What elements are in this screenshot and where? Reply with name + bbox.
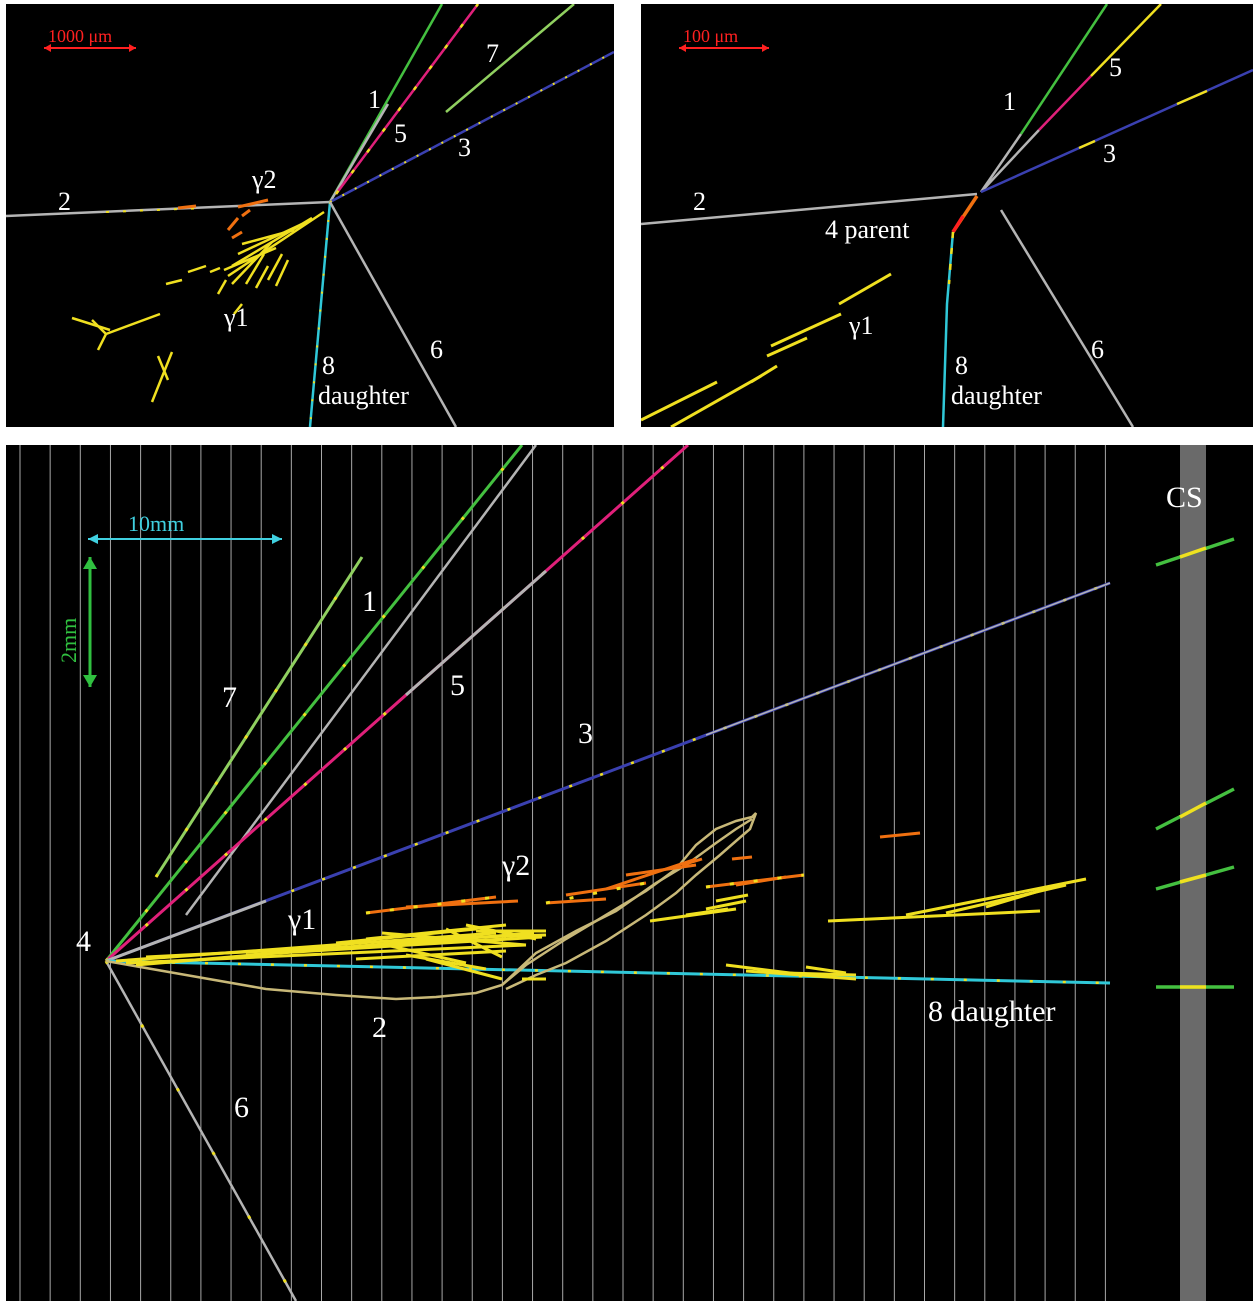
top-right-panel: 100 μm 1 5 3 2 4 parent (641, 4, 1253, 427)
label-track-5: 5 (394, 119, 407, 148)
label-track-2: 2 (58, 187, 71, 216)
scale-label: 100 μm (683, 26, 738, 46)
track-5 (1038, 75, 1092, 131)
track-2 (6, 200, 331, 218)
top-left-canvas: 1000 μm (6, 4, 614, 427)
track-8-yellow (105, 959, 1111, 985)
label-gamma-2: γ2 (251, 165, 277, 194)
label-gamma-1: γ1 (287, 903, 316, 936)
track-3-yellow-b (1176, 89, 1208, 106)
track-8-yellow (309, 201, 331, 427)
bottom-panel: 10mm 2mm (6, 445, 1253, 1301)
track-3-yellow (329, 51, 614, 203)
track-3 (980, 68, 1253, 194)
track-3-grey (105, 899, 267, 963)
label-gamma-1: γ1 (848, 311, 874, 340)
label-track-3: 3 (458, 133, 471, 162)
label-gamma-2: γ2 (501, 849, 530, 882)
scale-bar-100um: 100 μm (679, 26, 769, 52)
track-2 (105, 812, 758, 1001)
gamma2-shower (365, 831, 921, 915)
label-track-5: 5 (1109, 53, 1122, 82)
label-4-parent: 4 parent (825, 215, 910, 244)
bottom-canvas: 10mm 2mm (19, 445, 1235, 1301)
label-track-7: 7 (486, 39, 499, 68)
label-track-3: 3 (578, 717, 593, 750)
track-5-yellow (1090, 4, 1162, 77)
track-5-grey (980, 129, 1040, 193)
label-track-2: 2 (372, 1011, 387, 1044)
track-3-yellow-a (1078, 139, 1096, 150)
track-5 (334, 4, 480, 195)
track-4-parent-red (951, 215, 965, 233)
label-track-3: 3 (1103, 139, 1116, 168)
top-right-canvas: 100 μm 1 5 3 2 4 parent (641, 4, 1253, 427)
label-track-1: 1 (368, 85, 381, 114)
label-track-1: 1 (1003, 87, 1016, 116)
top-left-panel: 1000 μm (6, 4, 614, 427)
label-cs: CS (1166, 481, 1203, 514)
gamma2-shower (177, 198, 269, 240)
track-7 (154, 556, 364, 878)
gamma2-yellow-dots (365, 873, 805, 915)
track-8-daughter (941, 231, 955, 427)
label-track-7: 7 (222, 681, 237, 714)
track-6 (328, 201, 458, 427)
label-track-2: 2 (693, 187, 706, 216)
emulsion-plate-gridlines (19, 445, 1106, 1301)
gamma1-shower (71, 210, 325, 403)
track-1-grey (328, 103, 390, 203)
label-track-8: 8 (322, 351, 335, 380)
scale-y-label: 2mm (56, 618, 81, 663)
track-6 (104, 960, 298, 1301)
track-7 (445, 4, 575, 113)
label-track-5: 5 (450, 669, 465, 702)
track-8-daughter (105, 959, 1111, 985)
track-5-grey (405, 569, 547, 697)
label-track-4: 4 (76, 925, 91, 958)
label-daughter: daughter (318, 381, 409, 410)
cs-band (1180, 445, 1206, 1301)
track-1-grey (979, 133, 1023, 193)
label-daughter: daughter (951, 381, 1042, 410)
track-2 (641, 192, 978, 226)
label-track-6: 6 (1091, 335, 1104, 364)
gamma1-tracks (641, 272, 892, 427)
cs-segments (1155, 537, 1235, 989)
label-gamma-1: γ1 (223, 303, 249, 332)
label-track-6: 6 (430, 335, 443, 364)
track-3-grey-2 (705, 582, 1111, 736)
scale-label: 1000 μm (48, 26, 112, 46)
track-1 (1019, 4, 1109, 135)
label-8-daughter: 8 daughter (928, 995, 1055, 1028)
track-6 (999, 209, 1135, 427)
scale-x-label: 10mm (128, 511, 184, 536)
track-5 (105, 445, 689, 963)
scale-bar-10mm: 10mm (88, 511, 282, 544)
track-1 (104, 445, 524, 962)
gamma1-shower (115, 877, 1087, 981)
label-track-8: 8 (955, 351, 968, 380)
track-2-upper (501, 817, 753, 986)
label-track-6: 6 (234, 1091, 249, 1124)
label-track-1: 1 (362, 585, 377, 618)
scale-bar-1000um: 1000 μm (44, 26, 136, 52)
scale-bar-2mm: 2mm (56, 557, 97, 687)
